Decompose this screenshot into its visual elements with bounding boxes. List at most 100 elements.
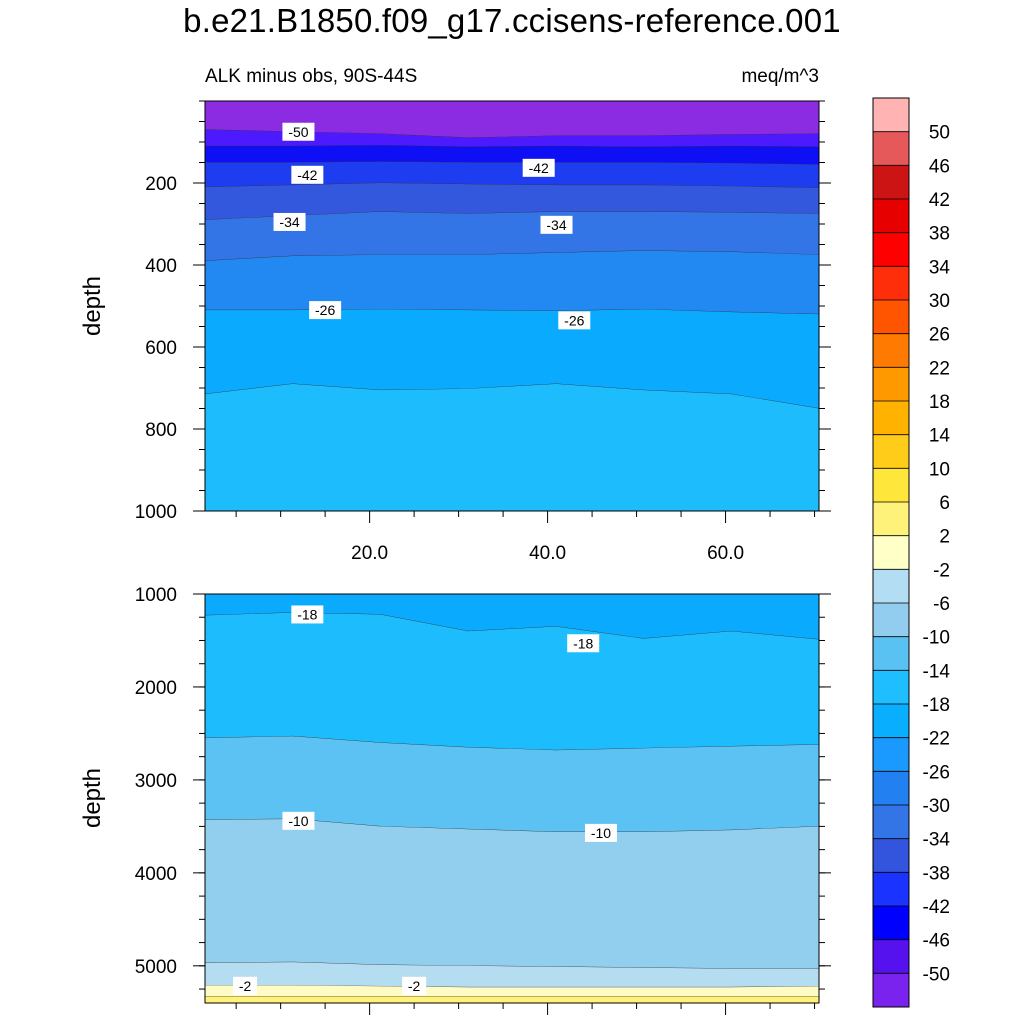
bottom-contour-label: -10	[591, 825, 611, 841]
top-x-tick-label: 40.0	[529, 543, 566, 564]
colorbar-swatch	[873, 468, 909, 503]
colorbar-label: -42	[923, 897, 950, 918]
colorbar-label: 22	[929, 358, 950, 379]
colorbar-label: -26	[923, 762, 950, 783]
top-contour-label: -26	[315, 302, 335, 318]
bottom-contour-label: -10	[288, 813, 308, 829]
colorbar-label: 30	[929, 291, 950, 312]
bottom-panel: 1000 2000 3000 4000 5000 -18 -18 -10 -10 -2 -2	[135, 585, 831, 1015]
bottom-band--14	[205, 736, 819, 832]
top-y-tick-label: 400	[145, 256, 177, 277]
top-subtitle-left: ALK minus obs, 90S-44S	[205, 66, 417, 87]
bottom-contour-line	[204, 735, 820, 751]
top-contour-label-box	[540, 215, 573, 234]
colorbar-swatch	[873, 199, 909, 234]
colorbar-swatch	[873, 232, 909, 267]
bottom-band--10	[205, 819, 819, 969]
colorbar-label: -6	[933, 594, 950, 615]
top-contour-label: -50	[288, 124, 308, 140]
colorbar-label: 26	[929, 325, 950, 346]
colorbar-label: 46	[929, 156, 950, 177]
colorbar-swatch	[873, 266, 909, 301]
top-y-tick-label: 600	[145, 338, 177, 359]
colorbar-label: -22	[923, 729, 950, 750]
colorbar: 50 46 42 38 34 30 26 22 18 14 10 6 2 -2 -6 -10 -14 -18 -22…	[872, 97, 951, 1008]
bottom-contour-label-box	[584, 823, 617, 842]
bottom-y-tick-label: 4000	[135, 864, 177, 885]
top-contour-label: -26	[564, 312, 584, 328]
colorbar-swatch	[873, 670, 909, 705]
bottom-contour-label-box	[233, 976, 258, 995]
colorbar-swatch	[873, 535, 909, 570]
colorbar-label: -46	[923, 931, 950, 952]
bottom-contour-label: -2	[408, 978, 421, 994]
top-y-tick-label: 800	[145, 420, 177, 441]
colorbar-swatch	[873, 704, 909, 739]
bottom-plot-frame	[204, 593, 820, 1004]
top-band--22	[205, 309, 819, 409]
colorbar-swatch	[873, 906, 909, 941]
bottom-contour-label-box	[291, 605, 324, 624]
colorbar-frame	[872, 97, 910, 1008]
colorbar-label: -18	[923, 695, 950, 716]
bottom-band--2	[205, 985, 819, 997]
top-contour-label: -42	[529, 160, 549, 176]
top-band--50	[205, 101, 819, 138]
colorbar-swatch	[873, 939, 909, 974]
top-y-axis-title: depth	[79, 276, 106, 336]
colorbar-swatch	[873, 805, 909, 840]
bottom-contour-label-box	[402, 976, 427, 995]
colorbar-label: 18	[929, 392, 950, 413]
top-contour-label-box	[309, 301, 342, 320]
bottom-contour-label: -2	[239, 978, 252, 994]
bottom-y-tick-label: 2000	[135, 678, 177, 699]
colorbar-label: -34	[923, 830, 951, 851]
bottom-contour-label-box	[282, 811, 315, 830]
top-contour-label: -34	[279, 214, 299, 230]
colorbar-label: -30	[923, 796, 950, 817]
colorbar-swatch	[873, 737, 909, 772]
colorbar-swatch	[873, 367, 909, 402]
colorbar-label: 42	[929, 190, 950, 211]
colorbar-swatch	[873, 973, 909, 1008]
colorbar-swatch	[873, 401, 909, 436]
colorbar-swatch	[873, 603, 909, 638]
colorbar-label: -2	[933, 560, 950, 581]
colorbar-label: -14	[923, 661, 951, 682]
colorbar-label: -50	[923, 964, 950, 985]
colorbar-swatch	[873, 569, 909, 604]
top-y-tick-label: 1000	[135, 502, 177, 523]
colorbar-label: -38	[923, 863, 950, 884]
colorbar-swatch	[873, 771, 909, 806]
colorbar-label: -10	[923, 628, 950, 649]
top-band--18	[205, 383, 819, 511]
top-band--30	[205, 211, 819, 261]
bottom-y-tick-label: 1000	[135, 585, 177, 606]
bottom-y-tick-label: 3000	[135, 771, 177, 792]
colorbar-label: 2	[939, 527, 950, 548]
colorbar-label: 34	[929, 257, 951, 278]
colorbar-label: 6	[939, 493, 950, 514]
top-panel: 200 400 600 800 1000 20.0 40.0 60.0 -50 -42 -42 -34…	[135, 100, 831, 564]
top-contour-label-box	[273, 212, 306, 231]
colorbar-swatch	[873, 872, 909, 907]
colorbar-swatch	[873, 502, 909, 537]
colorbar-swatch	[873, 98, 909, 133]
top-band--46	[205, 129, 819, 147]
top-x-tick-label: 60.0	[707, 543, 744, 564]
bottom-band--6	[205, 962, 819, 988]
top-band--34	[205, 183, 819, 220]
top-band--42	[205, 145, 819, 165]
bottom-contour-label: -18	[297, 606, 317, 622]
top-contour-label-box	[291, 165, 324, 184]
top-subtitle-right: meq/m^3	[741, 66, 819, 87]
colorbar-swatch	[873, 333, 909, 368]
top-contour-label-box	[522, 158, 555, 177]
bottom-y-tick-label: 5000	[135, 957, 177, 978]
top-y-tick-label: 200	[145, 174, 177, 195]
chart-title: b.e21.B1850.f09_g17.ccisens-reference.00…	[183, 2, 841, 39]
bottom-contour-label-box	[567, 634, 600, 653]
top-contour-label-box	[282, 122, 315, 141]
bottom-band--22	[205, 594, 819, 640]
